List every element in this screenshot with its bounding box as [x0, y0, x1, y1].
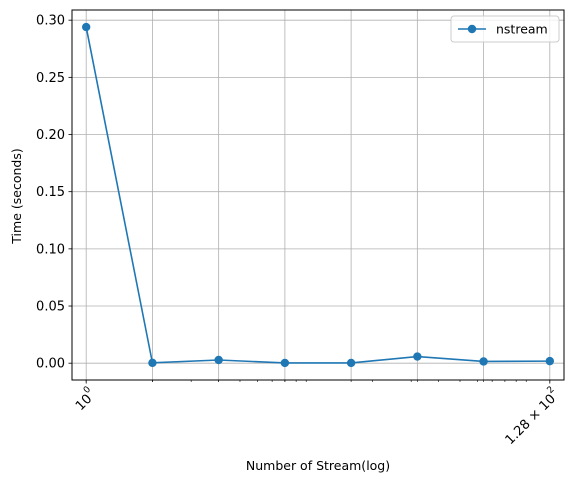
data-point	[281, 359, 289, 367]
y-axis-label: Time (seconds)	[9, 148, 24, 244]
legend-marker	[468, 25, 476, 33]
data-point	[347, 359, 355, 367]
y-tick-label: 0.20	[36, 128, 65, 143]
data-point	[82, 23, 90, 31]
x-tick-label: 1.28 × 102	[500, 384, 563, 447]
data-point	[479, 357, 487, 365]
legend: nstream	[451, 16, 559, 42]
x-axis-label: Number of Stream(log)	[246, 458, 390, 473]
y-tick-label: 0.05	[36, 300, 65, 315]
plot-frame	[72, 10, 564, 380]
y-tick-label: 0.10	[36, 242, 65, 257]
x-ticks: 100 1.28 × 102	[70, 380, 563, 448]
data-point	[413, 352, 421, 360]
y-tick-label: 0.00	[36, 357, 65, 372]
y-tick-label: 0.30	[36, 14, 65, 29]
y-tick-label: 0.25	[36, 71, 65, 86]
grid	[72, 10, 564, 380]
data-point	[214, 356, 222, 364]
data-point	[148, 359, 156, 367]
y-ticks: 0.00 0.05 0.10 0.15 0.20 0.25 0.30	[36, 14, 72, 372]
y-tick-label: 0.15	[36, 185, 65, 200]
x-tick-label: 100	[70, 384, 100, 414]
data-point	[546, 357, 554, 365]
legend-label: nstream	[496, 22, 548, 37]
